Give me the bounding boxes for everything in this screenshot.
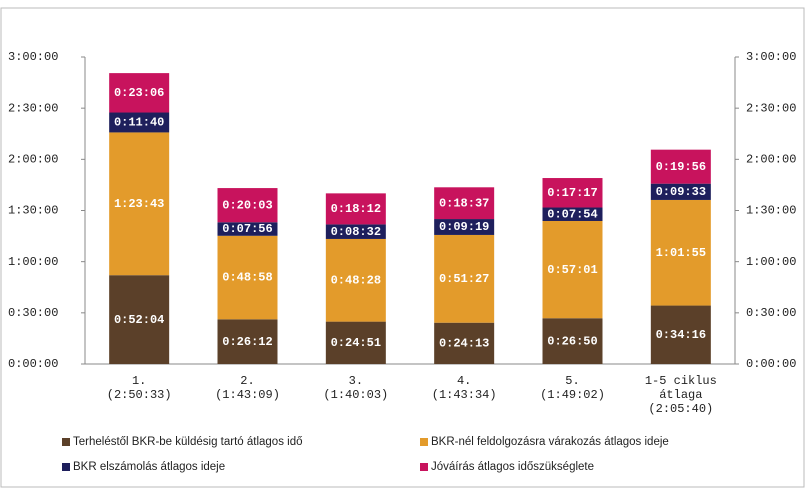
bar-segment [109, 132, 170, 276]
data-label: 0:09:19 [439, 220, 489, 234]
y2-tick-label: 3:00:00 [746, 50, 796, 64]
x-tick-label: 1. [132, 374, 146, 388]
legend-swatch [420, 438, 428, 446]
bar-segment [542, 220, 603, 319]
data-label: 0:24:13 [439, 337, 489, 351]
data-label: 0:18:12 [331, 202, 381, 216]
bar-segment [650, 199, 711, 306]
x-tick-label: 2. [240, 374, 254, 388]
data-label: 0:48:28 [331, 273, 381, 287]
bar-segment [109, 73, 170, 113]
y-tick-label: 1:00:00 [8, 255, 58, 269]
x-tick-label: (2:50:33) [107, 388, 172, 402]
y-tick-label: 3:00:00 [8, 50, 58, 64]
x-tick-label: átlaga [659, 388, 702, 402]
data-label: 0:51:27 [439, 272, 489, 286]
bar-segment [650, 305, 711, 364]
data-label: 0:11:40 [114, 116, 164, 130]
y2-tick-label: 1:30:00 [746, 204, 796, 218]
data-label: 1:23:43 [114, 197, 164, 211]
bar-segment [217, 222, 278, 236]
data-label: 0:19:56 [656, 160, 706, 174]
bar-segment [434, 234, 495, 323]
y2-tick-label: 0:00:00 [746, 357, 796, 371]
bar-segment [217, 235, 278, 320]
data-label: 0:24:51 [331, 336, 381, 350]
bar-segment [325, 238, 386, 322]
data-label: 0:07:54 [547, 207, 597, 221]
x-tick-label: (1:49:02) [540, 388, 605, 402]
data-label: 1:01:55 [656, 246, 706, 260]
x-tick-label: (1:43:34) [432, 388, 497, 402]
bar-segment [542, 207, 603, 221]
y-tick-label: 2:30:00 [8, 101, 58, 115]
data-label: 0:07:56 [222, 222, 272, 236]
bar-segment [434, 322, 495, 364]
bar-segment [217, 188, 278, 223]
data-label: 0:34:16 [656, 328, 706, 342]
bar-segment [109, 275, 170, 364]
y-tick-label: 2:00:00 [8, 153, 58, 167]
x-tick-label: 5. [565, 374, 579, 388]
x-tick-label: (1:40:03) [323, 388, 388, 402]
legend-label: BKR-nél feldolgozásra várakozás átlagos … [431, 436, 669, 448]
y-tick-label: 1:30:00 [8, 204, 58, 218]
bar-segment [325, 193, 386, 225]
x-tick-label: 4. [457, 374, 471, 388]
legend-swatch [62, 438, 70, 446]
data-label: 0:08:32 [331, 225, 381, 239]
data-label: 0:26:50 [547, 334, 597, 348]
data-label: 0:23:06 [114, 86, 164, 100]
legend-swatch [420, 463, 428, 471]
data-label: 0:20:03 [222, 198, 272, 212]
data-label: 0:17:17 [547, 186, 597, 200]
x-tick-label: 1-5 ciklus [645, 374, 717, 388]
data-label: 0:48:58 [222, 271, 272, 285]
legend-label: Jóváírás átlagos időszükséglete [431, 461, 594, 473]
data-label: 0:09:33 [656, 185, 706, 199]
bar-segment [650, 149, 711, 184]
chart-frame [0, 7, 805, 488]
data-label: 0:57:01 [547, 263, 597, 277]
bar-segment [542, 178, 603, 208]
bar-segment [434, 219, 495, 235]
data-label: 0:18:37 [439, 196, 489, 210]
y2-tick-label: 0:30:00 [746, 306, 796, 320]
bar-segment [109, 112, 170, 133]
bar-segment [325, 321, 386, 364]
y-tick-label: 0:30:00 [8, 306, 58, 320]
bar-segment [434, 187, 495, 220]
x-tick-label: 3. [349, 374, 363, 388]
y2-tick-label: 2:30:00 [746, 101, 796, 115]
legend-label: Terheléstől BKR-be küldésig tartó átlago… [73, 436, 303, 448]
y-tick-label: 0:00:00 [8, 357, 58, 371]
data-label: 0:52:04 [114, 313, 164, 327]
y2-tick-label: 2:00:00 [746, 153, 796, 167]
bar-segment [325, 224, 386, 239]
legend-label: BKR elszámolás átlagos ideje [73, 461, 225, 473]
x-tick-label: (1:43:09) [215, 388, 280, 402]
x-tick-label: (2:05:40) [648, 402, 713, 416]
legend-swatch [62, 463, 70, 471]
bar-segment [217, 319, 278, 364]
bar-segment [650, 183, 711, 200]
bar-segment [542, 318, 603, 364]
y2-tick-label: 1:00:00 [746, 255, 796, 269]
data-label: 0:26:12 [222, 335, 272, 349]
